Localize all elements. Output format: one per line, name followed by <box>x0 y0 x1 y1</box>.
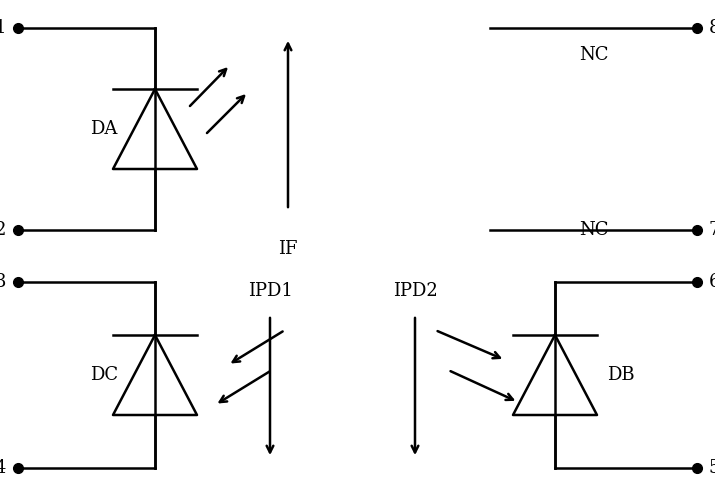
Text: IPD1: IPD1 <box>247 282 292 300</box>
Text: 3: 3 <box>0 273 6 291</box>
Text: IF: IF <box>278 240 297 258</box>
Text: 1: 1 <box>0 19 6 37</box>
Text: NC: NC <box>578 46 608 64</box>
Text: 7: 7 <box>709 221 715 239</box>
Text: 2: 2 <box>0 221 6 239</box>
Text: NC: NC <box>578 221 608 239</box>
Text: 5: 5 <box>709 459 715 477</box>
Text: IPD2: IPD2 <box>393 282 438 300</box>
Text: 8: 8 <box>709 19 715 37</box>
Text: 4: 4 <box>0 459 6 477</box>
Text: 6: 6 <box>709 273 715 291</box>
Text: DA: DA <box>90 120 117 138</box>
Text: DB: DB <box>607 366 635 384</box>
Text: DC: DC <box>90 366 118 384</box>
